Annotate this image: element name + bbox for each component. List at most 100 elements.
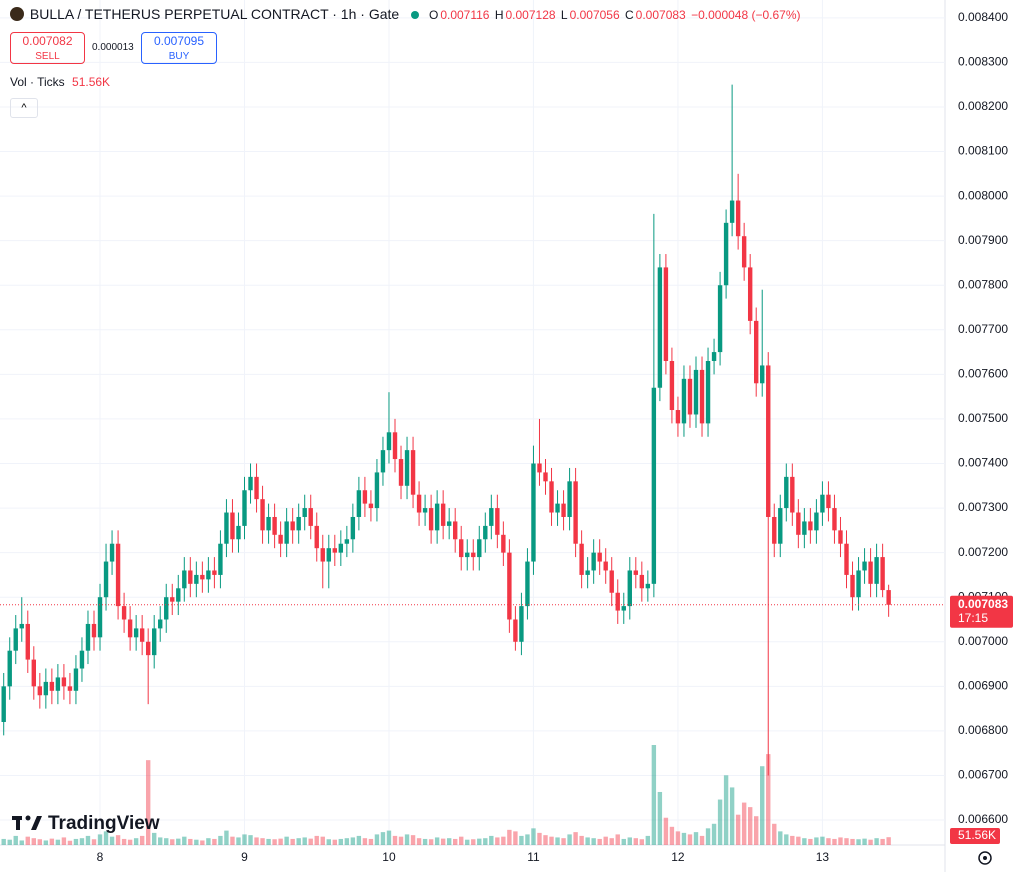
volume-bar [784,834,789,845]
volume-bar [31,838,36,845]
candle-body [344,539,350,544]
volume-bar [55,839,61,845]
candle-body [230,512,235,540]
volume-bar [422,838,428,845]
candle-body [585,570,590,575]
volume-bar [242,834,247,845]
volume-bar [13,835,18,845]
legend-key: H [494,8,504,22]
x-tick-label: 8 [97,850,104,864]
y-tick-label: 0.008000 [958,188,1008,202]
symbol-title: BULLA / TETHERUS PERPETUAL CONTRACT · 1h… [29,6,400,22]
candle-body [1,686,6,722]
volume-bar [760,766,765,845]
candle-body [326,548,331,562]
volume-bar [645,835,651,845]
candle-body [711,352,717,361]
candle-body [723,222,729,286]
volume-bar [133,838,139,845]
volume-bar [254,837,259,845]
volume-bar [862,838,867,845]
volume-bar [284,836,289,845]
volume-bar [404,834,410,845]
volume-bar [838,837,843,845]
volume-bar [820,836,825,845]
volume-bar [615,834,620,845]
settings-icon[interactable] [978,851,992,865]
brand: TradingView [48,813,160,834]
volume-bar [741,802,747,845]
volume-bar [434,837,440,845]
sell-label: SELL [35,51,60,62]
candle-body [446,521,452,526]
volume-bar [766,754,771,845]
candle-body [55,677,61,691]
sell-button[interactable]: 0.007082 SELL [10,32,85,64]
collapse-button[interactable]: ^ [10,98,38,118]
buy-button[interactable]: 0.007095 BUY [141,32,217,64]
candle-body [549,481,554,513]
y-tick-label: 0.008200 [958,99,1008,113]
volume-bar [886,837,891,845]
candle-body [862,561,867,571]
volume-bar [832,838,837,845]
volume-bar [326,839,331,845]
candle-body [597,552,602,562]
candle-body [681,378,687,424]
header: BULLA / TETHERUS PERPETUAL CONTRACT · 1h… [10,6,805,22]
volume-bar [519,835,524,845]
candle-body [170,597,175,602]
y-tick-label: 0.008300 [958,55,1008,69]
volume-bar [513,831,518,845]
volume-last: 51.56K [72,75,111,89]
candle-body [152,628,157,656]
y-tick-label: 0.007400 [958,456,1008,470]
candle-body [67,686,73,691]
candle-body [717,285,723,353]
volume-bar [362,838,368,845]
candle-body [434,503,440,531]
volume-bar [790,835,795,845]
candle-body [224,512,229,544]
volume-bar [621,838,626,845]
legend-key: L [560,8,568,22]
y-tick-label: 0.007600 [958,367,1008,381]
volume-bar [230,836,235,845]
candle-body [236,525,241,540]
legend-change: −0.000048 (−0.67%) [691,8,801,22]
volume-bar [67,840,73,845]
candle-body [218,543,223,575]
volume-bar [350,837,356,845]
volume-bar [278,838,283,845]
candle-body [103,561,109,598]
candle-body [603,561,608,571]
volume-bar [633,838,638,845]
candle-body [109,543,115,562]
volume-bar [471,839,476,845]
volume-bar [729,787,735,845]
volume-bar [669,826,675,845]
volume-bar [657,791,663,845]
candle-body [507,552,512,620]
volume-bar [681,832,687,845]
volume-bar [573,832,578,845]
candle-body [555,503,560,513]
candle-body [639,574,645,589]
y-tick-label: 0.007000 [958,634,1008,648]
candle-body [778,508,783,544]
legend-high: 0.007128 [505,8,556,22]
volume-bar [103,831,109,845]
candle-body [392,432,398,460]
volume-bar [459,836,464,845]
volume-bar [356,835,362,845]
candle-body [79,650,85,669]
spread: 0.000013 [92,42,134,53]
candle-body [97,597,103,638]
volume-bar [1,838,6,845]
candle-body [85,623,91,651]
last-price-tag [950,595,1013,628]
volume-bar [115,835,121,845]
volume-bar [290,838,295,845]
candle-body [182,570,187,589]
